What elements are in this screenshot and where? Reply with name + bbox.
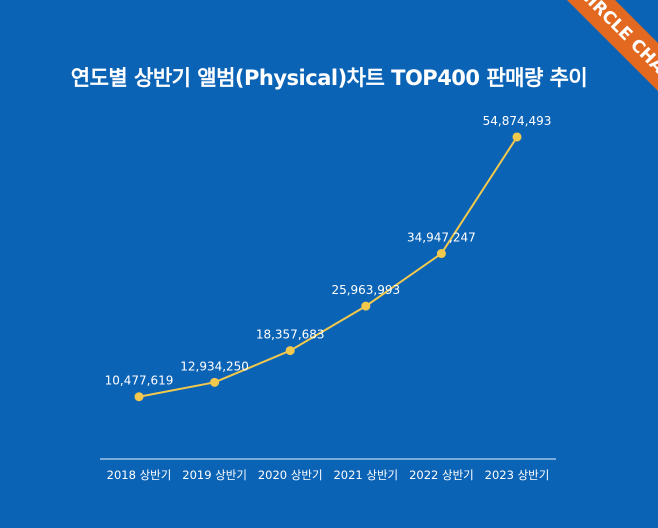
data-label: 25,963,993 — [331, 283, 400, 297]
data-label: 12,934,250 — [180, 359, 249, 373]
x-tick-label: 2018 상반기 — [107, 468, 172, 482]
data-label: 10,477,619 — [105, 374, 174, 388]
x-tick-label: 2021 상반기 — [333, 468, 398, 482]
x-tick-label: 2022 상반기 — [409, 468, 474, 482]
x-tick-label: 2023 상반기 — [485, 468, 550, 482]
data-label: 54,874,493 — [483, 114, 552, 128]
data-point — [436, 249, 446, 259]
data-point — [512, 132, 522, 142]
data-point — [361, 301, 371, 311]
data-point — [134, 392, 144, 402]
data-label: 34,947,247 — [407, 231, 476, 245]
x-tick-label: 2020 상반기 — [258, 468, 323, 482]
chart-title: 연도별 상반기 앨범(Physical)차트 TOP400 판매량 추이 — [70, 66, 588, 90]
data-point — [210, 377, 220, 387]
x-tick-label: 2019 상반기 — [182, 468, 247, 482]
data-point — [285, 346, 295, 356]
series-line — [138, 136, 518, 398]
data-label: 18,357,683 — [256, 328, 325, 342]
